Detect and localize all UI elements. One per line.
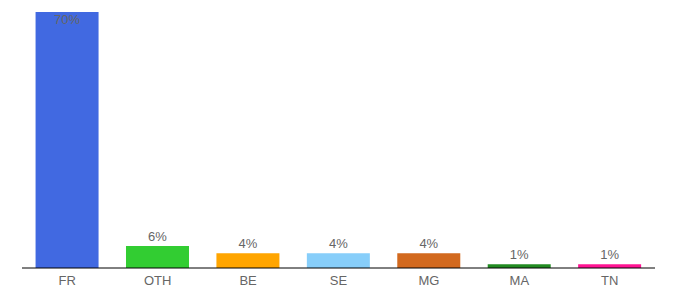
svg-text:BE: BE — [239, 273, 257, 288]
svg-text:4%: 4% — [239, 236, 258, 251]
svg-text:70%: 70% — [54, 12, 80, 27]
svg-text:TN: TN — [601, 273, 618, 288]
svg-text:6%: 6% — [148, 229, 167, 244]
svg-text:MA: MA — [510, 273, 530, 288]
svg-text:4%: 4% — [329, 236, 348, 251]
svg-text:OTH: OTH — [144, 273, 171, 288]
svg-text:1%: 1% — [600, 247, 619, 262]
svg-text:1%: 1% — [510, 247, 529, 262]
svg-text:4%: 4% — [419, 236, 438, 251]
svg-text:SE: SE — [330, 273, 348, 288]
svg-text:MG: MG — [418, 273, 439, 288]
svg-text:FR: FR — [59, 273, 76, 288]
